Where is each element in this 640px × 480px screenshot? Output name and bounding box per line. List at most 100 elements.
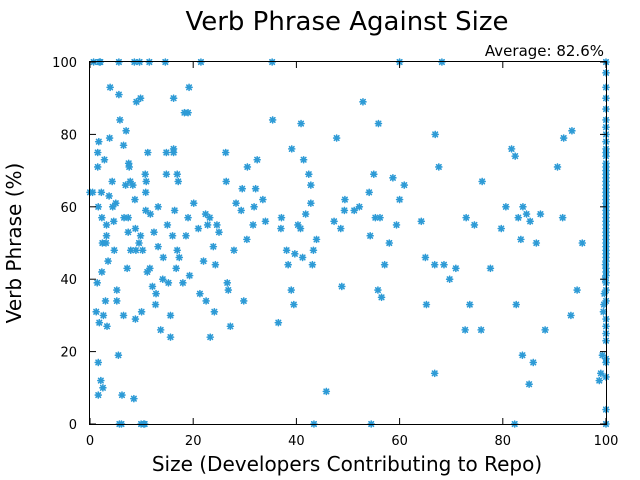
data-point [94,137,103,146]
data-point [184,213,192,222]
chart-title: Verb Phrase Against Size [185,7,508,37]
data-point [199,257,208,265]
data-point [597,369,605,378]
data-point [173,246,182,255]
data-point [430,260,439,269]
x-tick-label: 0 [86,434,94,449]
data-point [97,188,106,197]
y-tick-label: 60 [60,201,77,216]
data-point [166,333,175,341]
data-point [477,326,485,334]
data-point [121,181,130,189]
data-point [156,326,165,334]
data-point [249,221,257,229]
data-point [184,108,192,117]
data-point [243,235,251,244]
data-point [132,246,140,255]
data-point [88,188,97,197]
data-point [430,369,439,378]
data-point [355,203,364,211]
data-point [137,307,146,316]
data-point [224,286,233,294]
data-point [230,246,238,255]
data-point [110,246,119,255]
data-point [141,170,150,179]
data-point [525,380,533,388]
data-point [106,83,114,92]
data-point [143,148,152,157]
data-point [124,159,133,168]
data-point [417,217,426,226]
data-point [142,177,151,186]
data-point [359,98,367,106]
data-point [259,195,267,204]
data-point [529,358,538,367]
y-tick-label: 100 [52,56,77,71]
data-point [154,203,162,211]
data-point [113,286,121,294]
data-point [462,213,470,222]
data-point [119,311,128,320]
data-point [209,242,218,251]
data-point [251,184,260,193]
data-point [274,318,283,327]
data-point [94,391,103,399]
data-point [97,376,105,385]
data-point [169,148,178,157]
data-point [164,279,173,287]
data-point [340,206,349,215]
data-point [92,307,100,316]
data-point [124,213,132,222]
data-point [282,246,291,255]
data-point [558,213,567,222]
y-axis-ticks: 0 20 40 60 80 100 [52,56,606,433]
data-point [568,126,576,135]
data-point [141,206,150,215]
data-point [158,275,167,284]
data-point [93,279,102,287]
data-point [599,307,608,316]
x-axis-label: Size (Developers Contributing to Repo) [152,452,542,476]
x-tick-label: 60 [391,434,408,449]
x-tick-label: 20 [185,434,202,449]
data-point [299,155,308,164]
data-point [205,213,214,222]
data-point [307,199,315,207]
data-point [163,221,172,229]
y-tick-label: 40 [60,273,77,288]
data-point [395,195,404,204]
data-point [287,286,296,294]
data-point [237,206,245,215]
data-point [374,286,382,294]
x-tick-label: 100 [594,434,619,449]
data-point [502,203,510,211]
data-point [146,264,154,273]
data-point [304,170,313,179]
data-point [376,213,384,222]
data-point [595,376,604,385]
y-tick-label: 0 [69,418,77,433]
data-point [486,264,495,273]
data-point [202,297,210,305]
data-point [519,203,527,211]
data-point [277,213,286,222]
data-point [151,300,160,309]
data-point [166,311,175,320]
data-point [152,289,160,298]
data-point [497,224,506,233]
y-axis-label: Verb Phrase (%) [2,163,26,324]
data-point [102,221,111,229]
data-point [253,155,261,164]
data-point [366,231,374,240]
data-point [567,311,575,320]
data-point [512,300,521,309]
data-points [86,58,610,428]
data-point [308,260,317,269]
data-point [322,387,331,396]
data-point [221,148,230,157]
data-point [435,163,443,171]
data-point [194,224,203,233]
data-point [223,279,232,287]
data-point [173,170,182,179]
data-point [526,217,534,226]
